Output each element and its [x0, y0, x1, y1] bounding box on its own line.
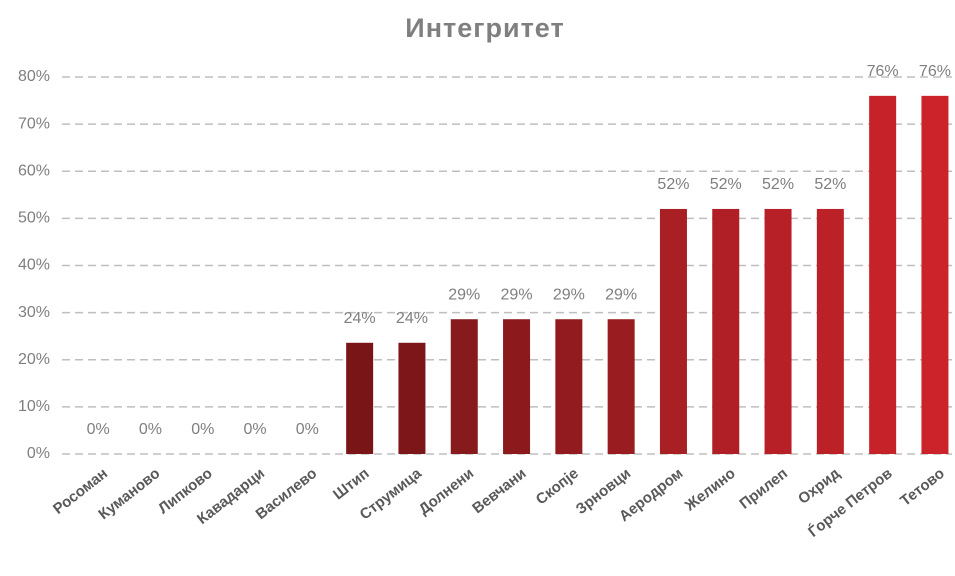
value-label: 0% [296, 421, 319, 438]
y-tick-label: 50% [18, 210, 50, 227]
y-tick-label: 0% [27, 445, 50, 462]
value-label: 0% [191, 421, 214, 438]
bar [607, 319, 635, 454]
value-label: 24% [344, 310, 376, 327]
value-label: 0% [139, 421, 162, 438]
bar [869, 95, 897, 454]
x-tick-label: Вевчани [469, 465, 529, 517]
value-label: 76% [867, 63, 899, 80]
value-label: 29% [501, 286, 533, 303]
value-label: 52% [762, 176, 794, 193]
x-tick-label: Скопје [533, 465, 582, 508]
bar [921, 95, 949, 454]
chart-title: Интегритет [405, 13, 564, 43]
bar [816, 208, 844, 454]
y-tick-label: 40% [18, 257, 50, 274]
x-tick-label: Охрид [795, 465, 844, 508]
x-tick-label: Долнени [416, 465, 478, 518]
bar [503, 319, 531, 454]
value-label: 0% [87, 421, 110, 438]
value-label: 0% [243, 421, 266, 438]
value-label: 29% [605, 286, 637, 303]
value-label: 76% [919, 63, 951, 80]
bar [712, 208, 740, 454]
value-label: 29% [553, 286, 585, 303]
value-label: 52% [814, 176, 846, 193]
value-label: 52% [657, 176, 689, 193]
bar [398, 342, 426, 454]
y-tick-label: 70% [18, 115, 50, 132]
x-tick-label: Штип [330, 465, 373, 503]
value-label: 24% [396, 310, 428, 327]
value-label: 52% [710, 176, 742, 193]
x-tick-label: Прилеп [736, 465, 791, 513]
y-tick-label: 20% [18, 351, 50, 368]
x-tick-label: Тетово [897, 465, 948, 510]
bar [659, 208, 687, 454]
y-tick-label: 10% [18, 398, 50, 415]
y-tick-label: 60% [18, 162, 50, 179]
x-tick-label: Желино [681, 465, 739, 515]
bar [346, 342, 374, 454]
y-tick-label: 80% [18, 68, 50, 85]
bar [450, 319, 478, 454]
value-label: 29% [448, 286, 480, 303]
bar [555, 319, 583, 454]
bar [764, 208, 792, 454]
y-tick-label: 30% [18, 304, 50, 321]
